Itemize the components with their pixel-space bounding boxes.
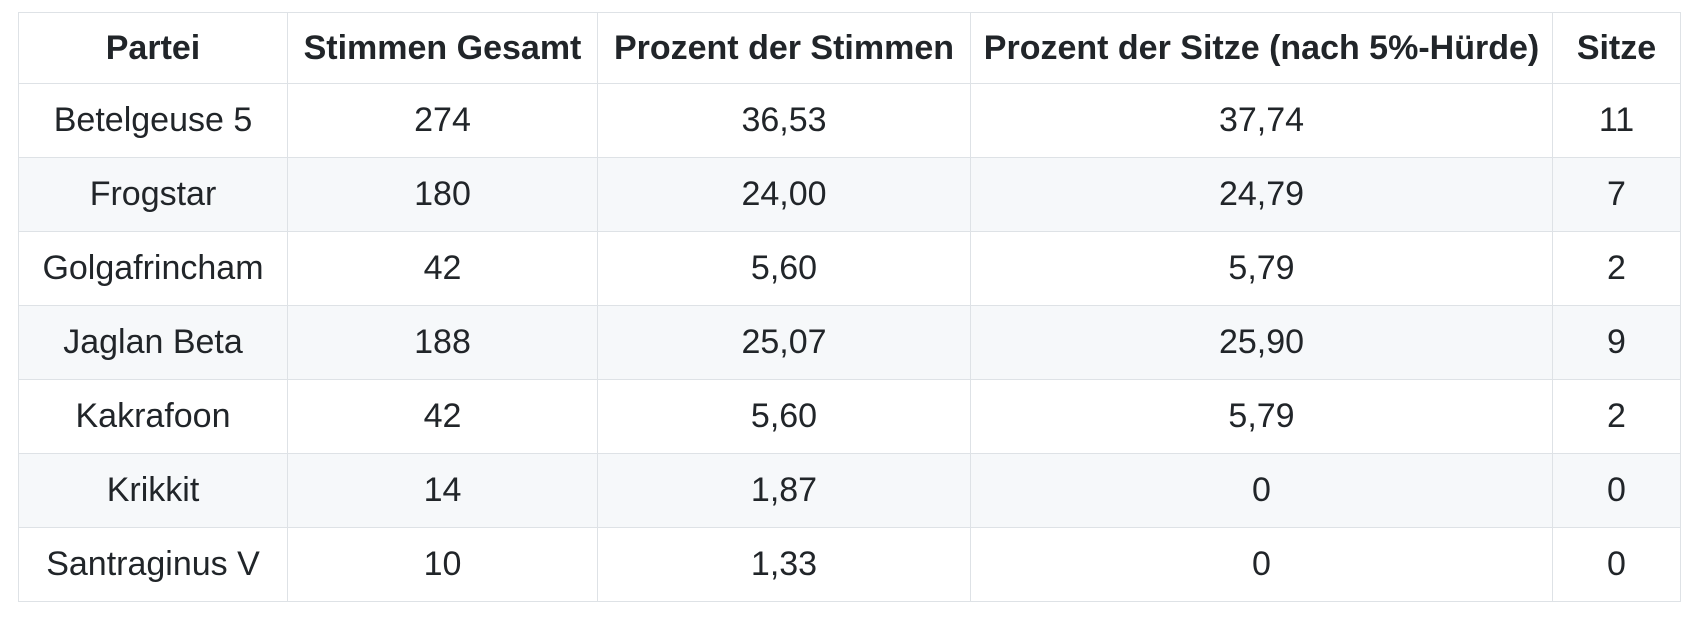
column-header-sitze: Sitze bbox=[1552, 12, 1681, 84]
table-row: Santraginus V 10 1,33 0 0 bbox=[18, 527, 1681, 602]
table-cell: Krikkit bbox=[18, 453, 288, 528]
table-cell: 25,90 bbox=[970, 305, 1553, 380]
table-cell: 9 bbox=[1552, 305, 1681, 380]
column-header-prozent-der-sitze: Prozent der Sitze (nach 5%-Hürde) bbox=[970, 12, 1553, 84]
table-cell: 274 bbox=[287, 83, 598, 158]
table-cell: 37,74 bbox=[970, 83, 1553, 158]
table-cell: 10 bbox=[287, 527, 598, 602]
table-cell: 2 bbox=[1552, 231, 1681, 306]
table-cell: 5,79 bbox=[970, 379, 1553, 454]
table-header: Partei Stimmen Gesamt Prozent der Stimme… bbox=[18, 12, 1681, 84]
table-cell: Betelgeuse 5 bbox=[18, 83, 288, 158]
table-cell: 11 bbox=[1552, 83, 1681, 158]
column-header-partei: Partei bbox=[18, 12, 288, 84]
table-row: Kakrafoon 42 5,60 5,79 2 bbox=[18, 379, 1681, 454]
column-header-prozent-der-stimmen: Prozent der Stimmen bbox=[597, 12, 971, 84]
table-cell: 42 bbox=[287, 379, 598, 454]
table-cell: 14 bbox=[287, 453, 598, 528]
table-cell: 1,87 bbox=[597, 453, 971, 528]
table-cell: 5,60 bbox=[597, 379, 971, 454]
table-cell: Santraginus V bbox=[18, 527, 288, 602]
table-cell: 0 bbox=[970, 527, 1553, 602]
table-cell: Kakrafoon bbox=[18, 379, 288, 454]
table-cell: 2 bbox=[1552, 379, 1681, 454]
table-cell: 0 bbox=[1552, 527, 1681, 602]
table-header-row: Partei Stimmen Gesamt Prozent der Stimme… bbox=[18, 12, 1681, 84]
table-cell: 188 bbox=[287, 305, 598, 380]
table-row: Krikkit 14 1,87 0 0 bbox=[18, 453, 1681, 528]
table-cell: 1,33 bbox=[597, 527, 971, 602]
table-row: Jaglan Beta 188 25,07 25,90 9 bbox=[18, 305, 1681, 380]
table-cell: Golgafrincham bbox=[18, 231, 288, 306]
table-row: Golgafrincham 42 5,60 5,79 2 bbox=[18, 231, 1681, 306]
column-header-stimmen-gesamt: Stimmen Gesamt bbox=[287, 12, 598, 84]
table-body: Betelgeuse 5 274 36,53 37,74 11 Frogstar 180 24… bbox=[18, 83, 1681, 602]
table-cell: Frogstar bbox=[18, 157, 288, 232]
table-cell: 5,60 bbox=[597, 231, 971, 306]
table-row: Frogstar 180 24,00 24,79 7 bbox=[18, 157, 1681, 232]
table-cell: 0 bbox=[970, 453, 1553, 528]
table-cell: Jaglan Beta bbox=[18, 305, 288, 380]
table-cell: 24,00 bbox=[597, 157, 971, 232]
table-cell: 24,79 bbox=[970, 157, 1553, 232]
table-cell: 180 bbox=[287, 157, 598, 232]
table-cell: 42 bbox=[287, 231, 598, 306]
table-cell: 25,07 bbox=[597, 305, 971, 380]
table-cell: 7 bbox=[1552, 157, 1681, 232]
table-cell: 0 bbox=[1552, 453, 1681, 528]
table-row: Betelgeuse 5 274 36,53 37,74 11 bbox=[18, 83, 1681, 158]
table-container: Partei Stimmen Gesamt Prozent der Stimme… bbox=[18, 12, 1681, 602]
election-results-table: Partei Stimmen Gesamt Prozent der Stimme… bbox=[18, 12, 1681, 602]
table-cell: 5,79 bbox=[970, 231, 1553, 306]
table-cell: 36,53 bbox=[597, 83, 971, 158]
